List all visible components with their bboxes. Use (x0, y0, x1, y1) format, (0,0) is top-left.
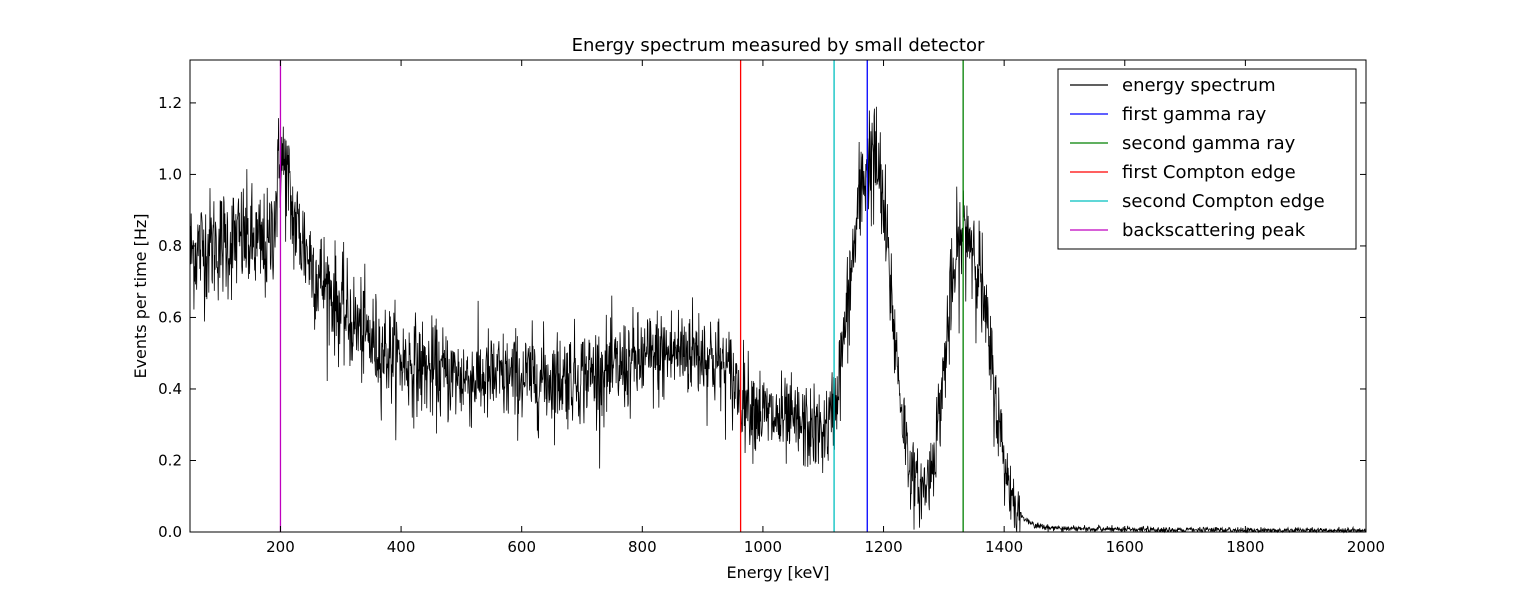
legend-entry: first Compton edge (1122, 162, 1296, 183)
spectrum-line (189, 106, 1367, 534)
y-tick-label: 1.0 (158, 165, 182, 183)
x-tick-label: 1200 (864, 538, 902, 556)
y-tick-label: 0.4 (158, 380, 182, 398)
x-tick-label: 1000 (744, 538, 782, 556)
plot-frame (189, 59, 1367, 533)
axis-ticks: 200 400 600 800 1000 1200 1400 1600 1800 2000 0.0 0… (158, 60, 1385, 556)
legend-box (1057, 68, 1357, 250)
y-tick-label: 0.6 (158, 308, 182, 326)
legend-entry: first gamma ray (1122, 104, 1267, 125)
plot-area (189, 60, 1367, 534)
x-tick-label: 1600 (1106, 538, 1144, 556)
x-tick-label: 800 (628, 538, 657, 556)
x-tick-label: 200 (266, 538, 295, 556)
y-tick-label: 1.2 (158, 94, 182, 112)
x-tick-label: 1800 (1226, 538, 1264, 556)
chart-title: Energy spectrum measured by small detect… (572, 35, 985, 56)
y-tick-label: 0.2 (158, 451, 182, 469)
legend: energy spectrum first gamma ray second gam… (1057, 68, 1357, 250)
x-axis-label: Energy [keV] (726, 563, 829, 582)
legend-entry: second gamma ray (1122, 133, 1296, 154)
y-tick-label: 0.0 (158, 523, 182, 541)
y-axis-label: Events per time [Hz] (131, 213, 150, 378)
x-tick-label: 600 (507, 538, 536, 556)
y-tick-label: 0.8 (158, 237, 182, 255)
legend-entry: second Compton edge (1122, 191, 1325, 212)
legend-entry: energy spectrum (1122, 75, 1276, 96)
legend-entry: backscattering peak (1122, 220, 1306, 241)
x-tick-label: 1400 (985, 538, 1023, 556)
x-tick-label: 2000 (1347, 538, 1385, 556)
x-tick-label: 400 (387, 538, 416, 556)
